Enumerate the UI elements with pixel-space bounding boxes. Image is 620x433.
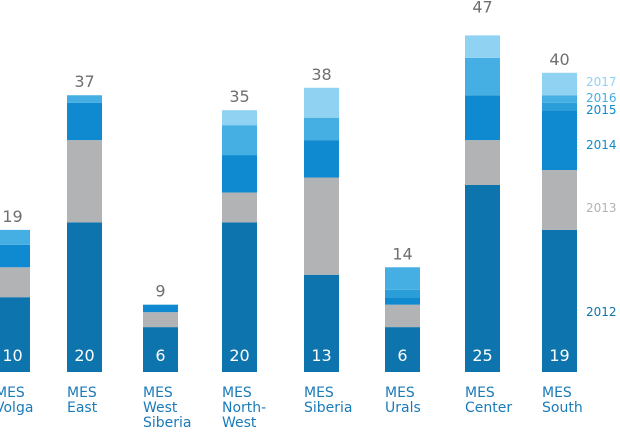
bar-segment-2012	[143, 327, 178, 372]
total-value-label: 19	[2, 207, 22, 226]
total-value-label: 38	[311, 65, 331, 84]
bar-segment-2014	[0, 244, 30, 268]
total-value-label: 37	[74, 72, 94, 91]
base-value-label: 10	[2, 346, 22, 365]
base-value-label: 20	[74, 346, 94, 365]
category-label: MES Urals	[385, 385, 421, 416]
base-value-label: 6	[155, 346, 165, 365]
base-value-label: 20	[229, 346, 249, 365]
bar-segment-2017	[304, 87, 339, 118]
category-label: MES North-West	[222, 385, 266, 431]
base-value-label: 19	[549, 346, 569, 365]
bar-segment-2013	[465, 140, 500, 185]
bar-segment-2014	[222, 155, 257, 193]
category-label: MES West Siberia	[143, 385, 192, 431]
bar-segment-2012	[304, 274, 339, 372]
bar-segment-2013	[222, 192, 257, 223]
base-value-label: 13	[311, 346, 331, 365]
bar-segment-2015	[542, 102, 577, 111]
legend-item-2013: 2013	[586, 201, 617, 215]
bar-segment-2017	[465, 35, 500, 58]
bar-segment-2017	[542, 72, 577, 96]
bar-segment-2012	[0, 297, 30, 372]
bar-segment-2013	[143, 312, 178, 328]
legend-item-2015: 2015	[586, 103, 617, 117]
bar-segment-2014	[465, 95, 500, 141]
total-value-label: 14	[392, 244, 412, 263]
base-value-label: 6	[397, 346, 407, 365]
category-label: MES East	[67, 385, 98, 416]
legend-item-2012: 2012	[586, 305, 617, 319]
total-value-label: 47	[472, 0, 492, 16]
bar-segment-2014	[143, 304, 178, 313]
bar-segment-2016	[0, 229, 30, 245]
total-value-label: 35	[229, 87, 249, 106]
bar-segment-2014	[304, 140, 339, 178]
bar-segment-2016	[304, 117, 339, 141]
bar-segment-2016	[222, 125, 257, 156]
total-value-label: 9	[155, 282, 165, 301]
bar-segment-2012	[542, 229, 577, 372]
bar-segment-2016	[385, 267, 420, 290]
bar-segment-2014	[67, 102, 102, 141]
category-label: MES South	[542, 385, 583, 416]
bar-segment-2013	[304, 177, 339, 275]
category-label: MES Center	[465, 385, 512, 416]
base-value-label: 25	[472, 346, 492, 365]
bar-segment-2013	[542, 170, 577, 230]
bar-segment-2015	[385, 289, 420, 298]
category-label: MESVolga	[0, 385, 33, 416]
bars-layer	[0, 35, 577, 372]
legend-item-2017: 2017	[586, 75, 617, 89]
bar-segment-2013	[385, 304, 420, 328]
bar-segment-2012	[465, 185, 500, 372]
bar-segment-2016	[542, 95, 577, 103]
total-value-label: 40	[549, 50, 569, 69]
bar-segment-2012	[385, 327, 420, 372]
bar-segment-2014	[385, 297, 420, 305]
bar-segment-2017	[222, 110, 257, 126]
category-label: MES Siberia	[304, 385, 353, 416]
legend-item-2014: 2014	[586, 138, 617, 152]
bar-segment-2016	[465, 57, 500, 96]
bar-segment-2014	[542, 110, 577, 171]
bar-segment-2012	[222, 222, 257, 372]
bar-segment-2013	[67, 140, 102, 223]
bar-segment-2012	[67, 222, 102, 372]
legend-item-2016: 2016	[586, 91, 617, 105]
bar-segment-2016	[67, 95, 102, 103]
bar-segment-2013	[0, 267, 30, 298]
